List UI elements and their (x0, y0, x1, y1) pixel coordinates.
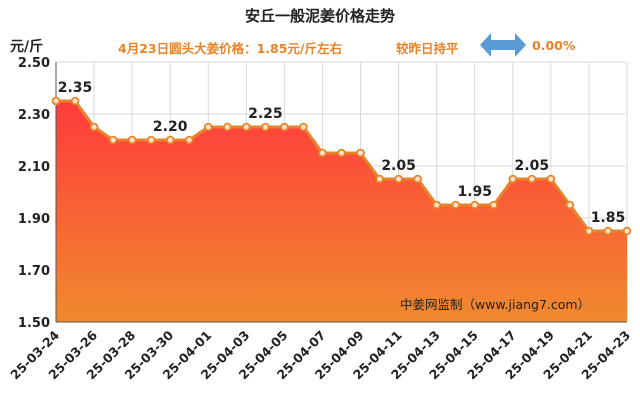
area-fill (56, 101, 627, 322)
data-point (527, 174, 537, 184)
data-point (280, 122, 289, 132)
data-point (622, 226, 632, 236)
data-label: 2.20 (153, 119, 188, 135)
data-point (489, 200, 499, 210)
data-point (584, 226, 594, 236)
data-point (108, 135, 118, 145)
watermark-text: 中姜网监制（www.jiang7.com） (400, 297, 591, 312)
change-percent-text: 0.00% (532, 38, 576, 53)
y-tick-label: 1.50 (18, 316, 50, 331)
data-point (451, 200, 461, 210)
axes (55, 62, 627, 323)
data-label: 2.05 (381, 158, 416, 174)
data-point (299, 122, 308, 132)
y-tick-label: 2.10 (18, 160, 50, 175)
data-point (89, 122, 99, 132)
data-point (413, 174, 422, 184)
x-tick-labels: 25-03-2425-03-2625-03-2825-03-3025-04-01… (7, 327, 633, 382)
price-info-text: 4月23日圆头大姜价格：1.85元/斤左右 (118, 41, 342, 56)
data-point (546, 174, 556, 184)
y-tick-label: 2.50 (18, 56, 50, 71)
data-point (565, 200, 575, 210)
data-point (165, 135, 175, 145)
data-point (127, 135, 137, 145)
data-point (70, 96, 80, 106)
data-point (356, 148, 365, 158)
data-label: 2.25 (248, 106, 283, 122)
data-point (318, 148, 327, 158)
y-tick-label: 1.70 (18, 264, 50, 279)
data-labels: 2.35 2.20 2.25 2.05 1.95 2.05 1.85 (58, 80, 625, 226)
data-point (394, 174, 403, 184)
y-axis-unit: 元/斤 (10, 39, 44, 55)
data-label: 2.35 (58, 80, 93, 96)
compare-text: 较昨日持平 (396, 41, 459, 56)
data-label: 2.05 (515, 158, 550, 174)
data-label: 1.95 (457, 184, 492, 200)
y-tick-label: 1.90 (18, 212, 50, 227)
data-point (603, 226, 613, 236)
data-point (146, 135, 156, 145)
y-tick-labels: 2.50 2.30 2.10 1.90 1.70 1.50 (18, 56, 50, 331)
data-point (508, 174, 518, 184)
data-label: 1.85 (591, 210, 626, 226)
area-fill-path (56, 101, 627, 322)
data-point (51, 96, 61, 106)
data-point (261, 122, 270, 132)
data-points (51, 96, 632, 236)
flat-arrow-icon (480, 33, 526, 57)
chart-title: 安丘一般泥姜价格走势 (244, 7, 395, 25)
data-point (242, 122, 251, 132)
y-tick-label: 2.30 (18, 108, 50, 123)
data-point (375, 174, 384, 184)
data-point (203, 122, 213, 132)
data-point (432, 200, 441, 210)
data-point (184, 135, 194, 145)
data-point (470, 200, 480, 210)
data-point (223, 122, 232, 132)
data-point (337, 148, 346, 158)
